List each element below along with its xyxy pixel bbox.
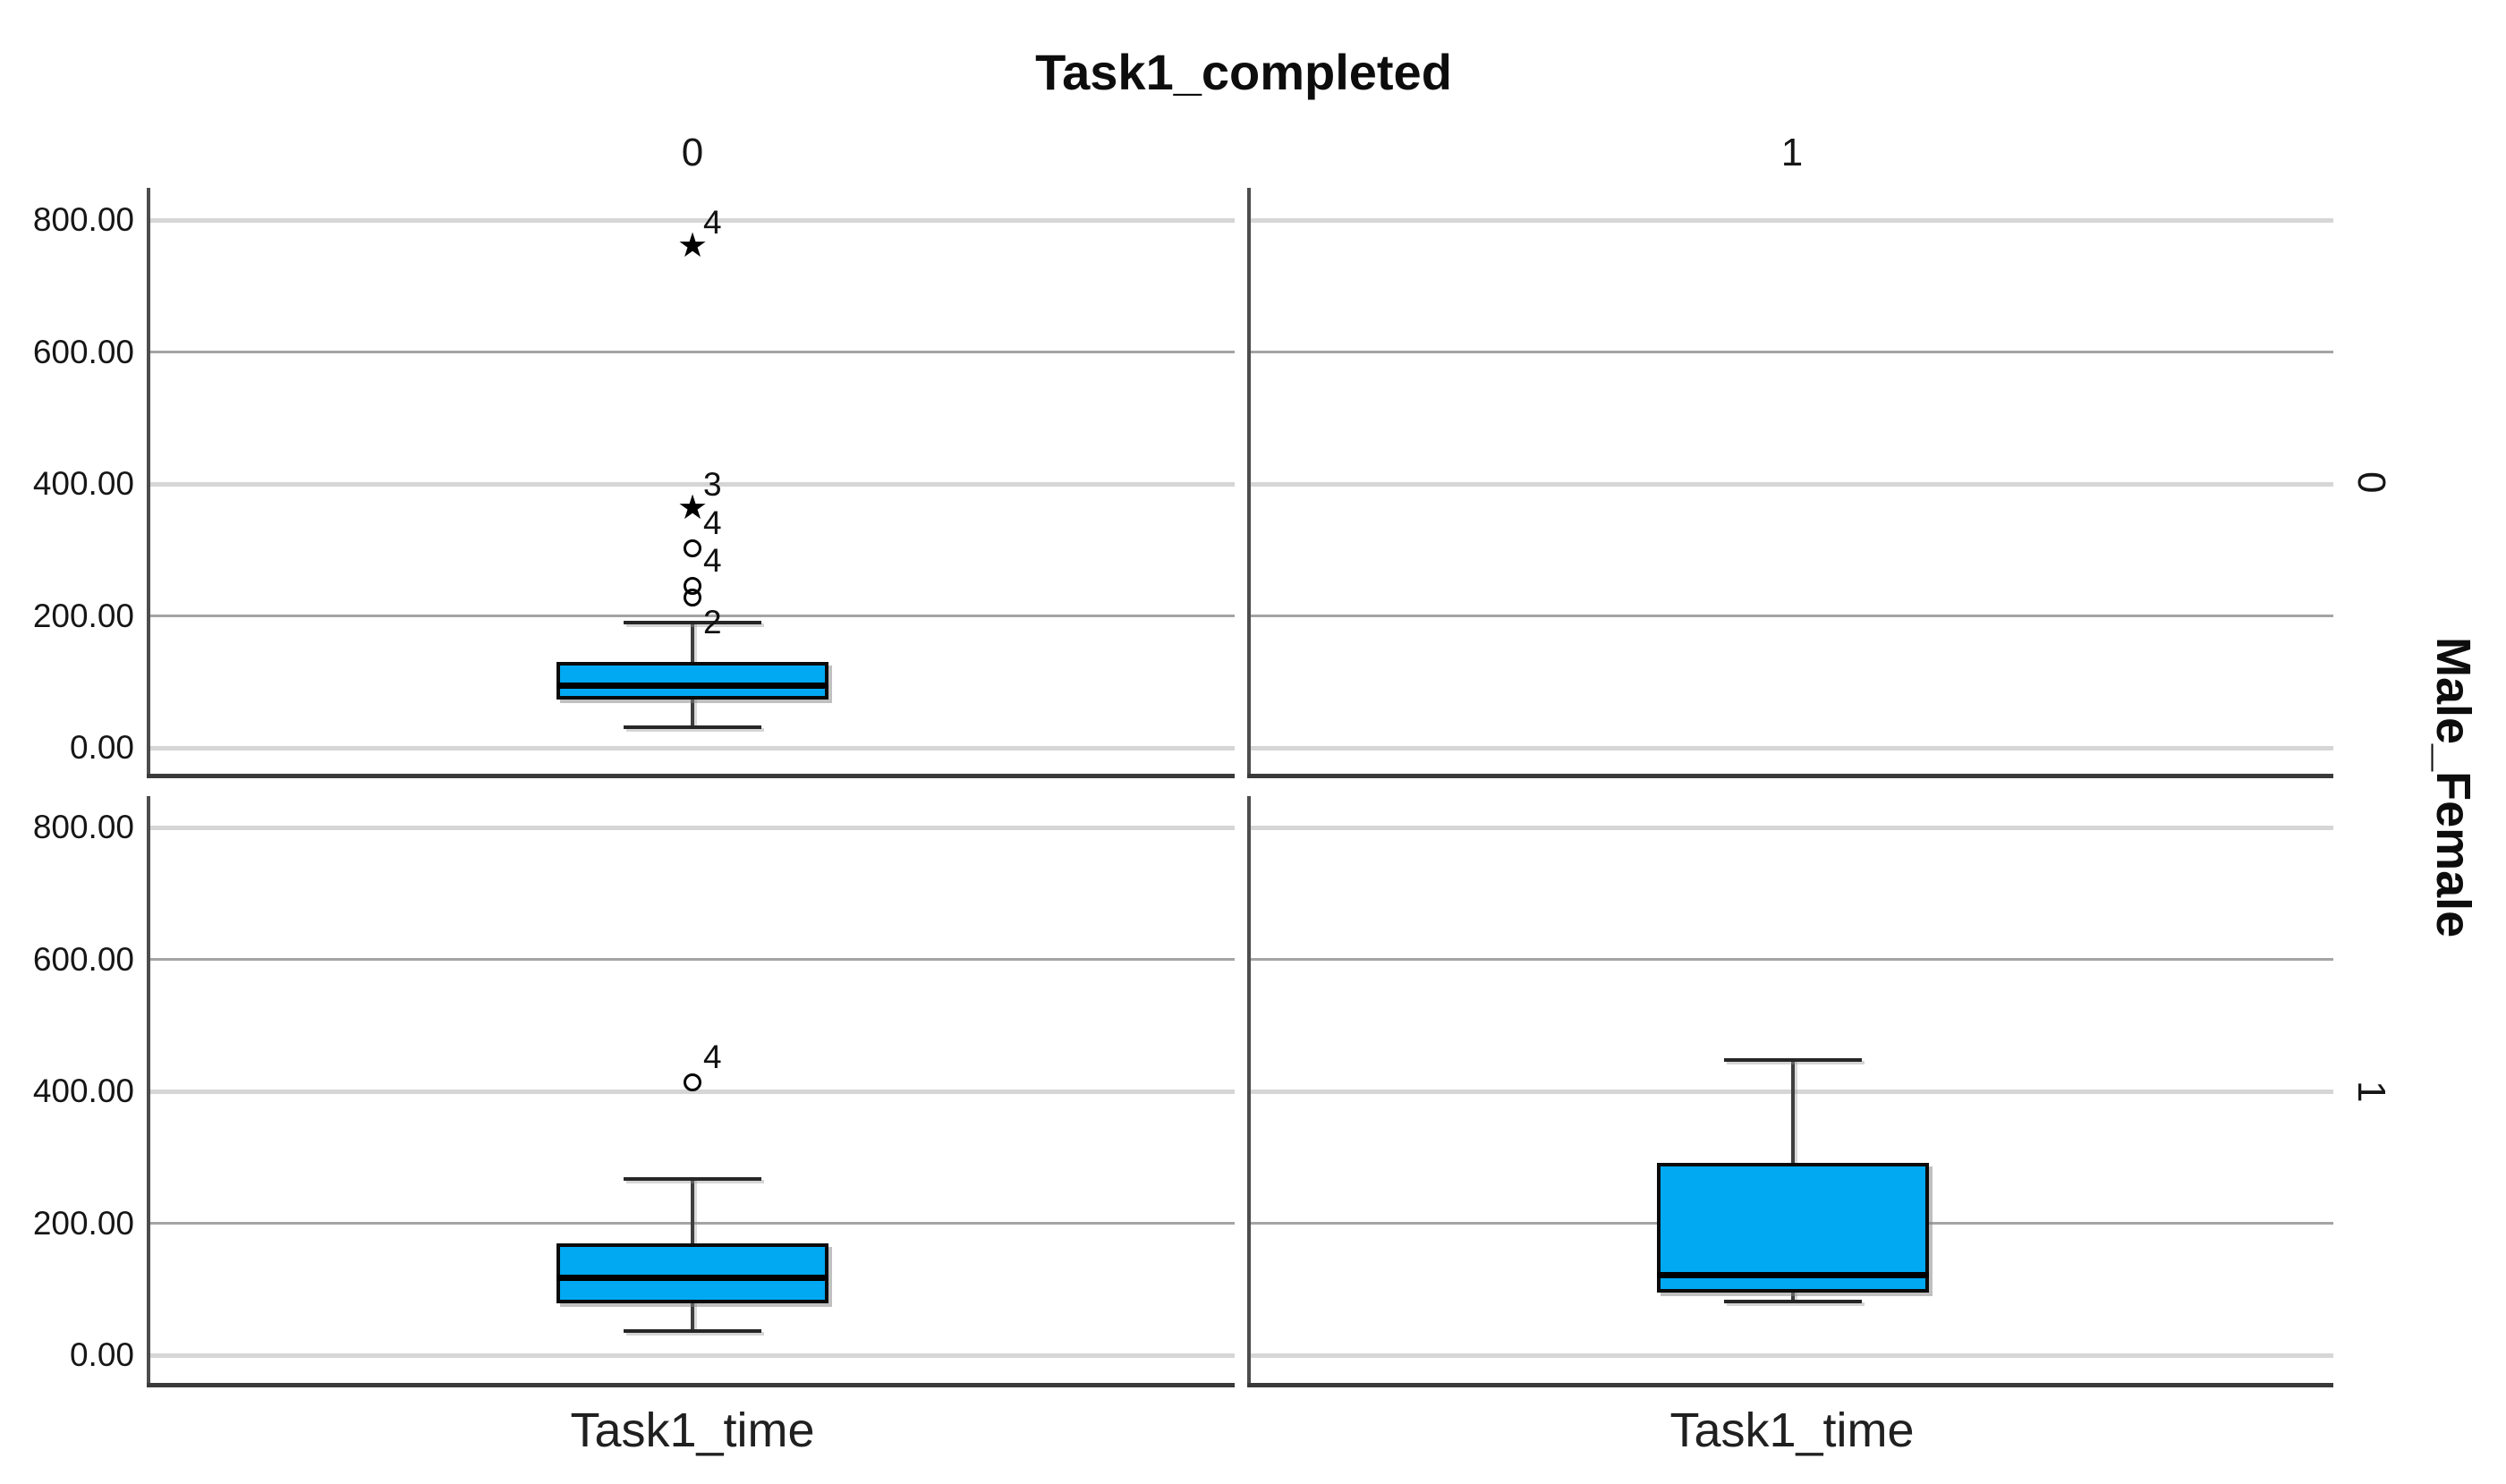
row-header-1: 1 <box>2349 1080 2393 1103</box>
gridline <box>150 217 1235 223</box>
gridline <box>1251 958 2333 961</box>
gridline <box>150 825 1235 830</box>
outlier-label: 3 <box>703 465 722 503</box>
box <box>556 1243 828 1303</box>
lower-whisker-cap <box>624 725 761 730</box>
gridline <box>150 481 1235 487</box>
x-axis-title-left: Task1_time <box>570 1403 815 1457</box>
lower-whisker-line <box>691 700 694 728</box>
upper-whisker-cap <box>624 620 761 624</box>
median-line <box>1657 1272 1929 1279</box>
outlier-marker <box>684 588 701 606</box>
chart-title: Task1_completed <box>1035 44 1452 100</box>
y-axis-tick-label: 0.00 <box>69 729 134 766</box>
gridline <box>1251 481 2333 487</box>
lower-whisker-cap <box>1724 1300 1862 1304</box>
row-axis-title: Male_Female <box>2426 636 2480 938</box>
median-line <box>556 1274 828 1281</box>
y-axis-line <box>147 796 150 1386</box>
gridline <box>1251 745 2333 750</box>
x-axis-title-right: Task1_time <box>1669 1403 1915 1457</box>
y-axis-tick-label: 600.00 <box>32 940 134 978</box>
lower-whisker-line <box>1791 1292 1795 1302</box>
outlier-label: 4 <box>703 505 722 542</box>
extreme-outlier-marker: ★ <box>676 226 709 265</box>
outlier-label: 4 <box>703 1038 722 1075</box>
y-axis-tick-label: 800.00 <box>32 201 134 238</box>
outlier-marker <box>684 539 701 558</box>
y-axis-tick-label: 800.00 <box>32 809 134 845</box>
outlier-label: 4 <box>703 542 722 580</box>
y-axis-tick-label: 600.00 <box>32 333 134 370</box>
upper-whisker-cap <box>624 1177 761 1182</box>
gridline <box>150 351 1235 353</box>
x-axis-line <box>147 1383 1235 1387</box>
lower-whisker-line <box>691 1302 694 1331</box>
gridline <box>150 745 1235 750</box>
gridline <box>1251 615 2333 617</box>
y-axis-line <box>1247 188 1251 777</box>
upper-whisker-line <box>691 1179 694 1244</box>
column-header-0: 0 <box>681 131 704 174</box>
y-axis-line <box>147 188 150 777</box>
gridline <box>150 958 1235 961</box>
y-axis-tick-label: 400.00 <box>32 1073 134 1109</box>
y-axis-tick-label: 400.00 <box>32 465 134 502</box>
outlier-label: 4 <box>703 203 722 241</box>
x-axis-line <box>1247 774 2333 778</box>
gridline <box>150 1353 1235 1358</box>
x-axis-line <box>147 774 1235 778</box>
upper-whisker-line <box>691 622 694 663</box>
extreme-outlier-marker: ★ <box>676 488 709 527</box>
gridline <box>1251 1353 2333 1358</box>
y-axis-tick-label: 200.00 <box>32 1204 134 1242</box>
box <box>556 662 828 700</box>
gridline <box>1251 217 2333 223</box>
outlier-marker <box>684 1073 701 1091</box>
box <box>1657 1162 1929 1293</box>
gridline <box>1251 825 2333 830</box>
upper-whisker-line <box>1791 1060 1795 1163</box>
y-axis-line <box>1247 796 1251 1386</box>
gridline <box>150 1089 1235 1094</box>
y-axis-tick-label: 0.00 <box>69 1336 134 1373</box>
upper-whisker-cap <box>1724 1058 1862 1063</box>
row-header-0: 0 <box>2349 471 2393 494</box>
gridline <box>1251 351 2333 353</box>
column-header-1: 1 <box>1780 131 1804 174</box>
y-axis-tick-label: 200.00 <box>32 597 134 634</box>
x-axis-line <box>1247 1383 2333 1387</box>
lower-whisker-cap <box>624 1328 761 1333</box>
gridline <box>150 615 1235 617</box>
median-line <box>556 682 828 689</box>
outlier-label: 2 <box>703 603 722 640</box>
